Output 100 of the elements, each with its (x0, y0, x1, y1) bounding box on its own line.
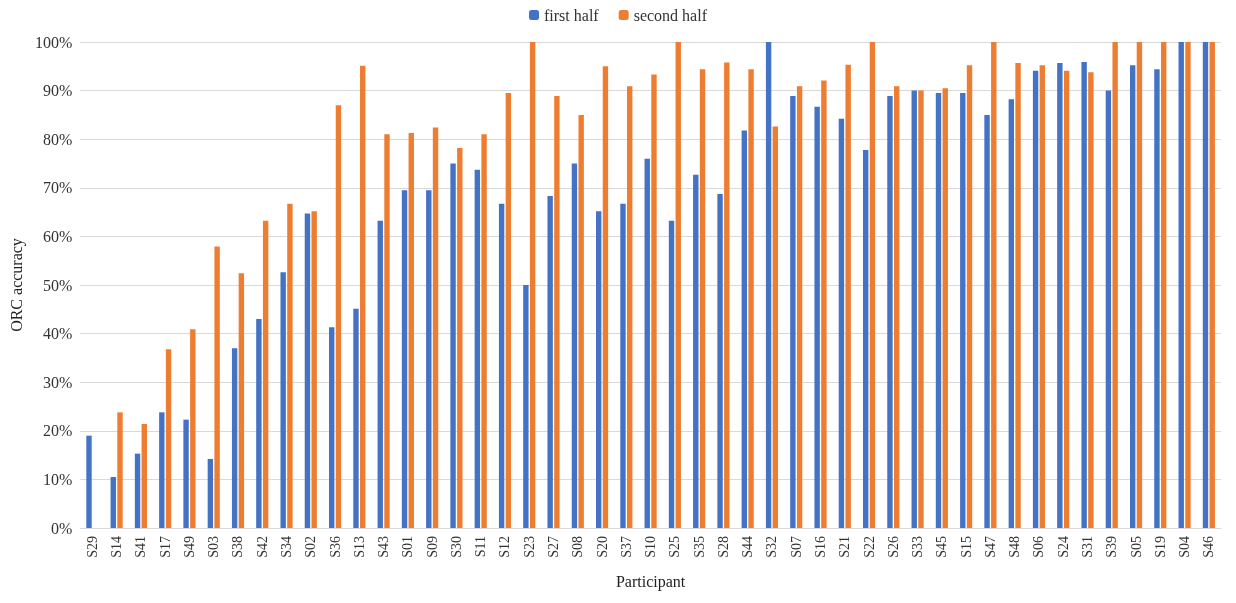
x-tick-label: S23 (521, 536, 537, 558)
x-tick-label: S46 (1201, 536, 1217, 558)
x-tick-label: S03 (206, 536, 222, 558)
x-tick-label: S38 (230, 536, 246, 558)
bar (960, 93, 966, 528)
x-axis-title: Participant (615, 572, 686, 591)
bar (1178, 42, 1184, 528)
bar (1136, 42, 1143, 528)
bar (505, 93, 512, 528)
x-tick-label: S49 (181, 536, 197, 558)
x-tick-label: S39 (1104, 536, 1120, 558)
bar (329, 327, 335, 528)
x-tick-label: S28 (715, 536, 731, 558)
bar (651, 74, 657, 528)
bar (887, 95, 893, 528)
x-tick-label: S04 (1177, 536, 1193, 558)
x-tick-label: S45 (934, 536, 950, 558)
x-tick-label: S36 (327, 536, 343, 558)
y-tick-label: 90% (42, 82, 73, 100)
x-tick-label: S34 (279, 536, 295, 558)
bar (207, 458, 214, 528)
bar (862, 149, 869, 528)
bar (165, 349, 172, 528)
x-tick-label: S11 (473, 536, 489, 558)
bar (523, 285, 529, 528)
y-tick-label: 20% (42, 422, 73, 440)
bar (141, 424, 147, 528)
bar (602, 66, 609, 528)
bar (675, 42, 681, 528)
bar (966, 65, 973, 528)
x-tick-label: S29 (84, 536, 100, 558)
bar (991, 42, 997, 528)
x-tick-label: S27 (546, 536, 562, 558)
bar (117, 412, 123, 528)
y-tick-label: 60% (42, 227, 73, 245)
bar (596, 211, 602, 528)
bar (238, 273, 245, 528)
bar (1112, 42, 1118, 528)
y-tick-label: 50% (42, 276, 73, 294)
bar (134, 453, 141, 528)
bar (110, 476, 116, 528)
bar (1129, 65, 1136, 528)
x-tick-label: S31 (1080, 536, 1096, 558)
bar (547, 196, 553, 528)
x-tick-label: S13 (351, 536, 367, 558)
bar (335, 105, 342, 528)
x-tick-label: S19 (1152, 536, 1168, 558)
bar (821, 80, 827, 528)
x-tick-label: S01 (400, 536, 416, 558)
x-tick-label: S24 (1055, 536, 1071, 558)
legend-label: second half (633, 6, 708, 24)
bar (1185, 42, 1191, 528)
bar (724, 62, 730, 528)
bar (159, 412, 165, 528)
bar (918, 90, 924, 528)
bar (1209, 42, 1215, 528)
x-tick-label: S09 (424, 536, 440, 558)
bar (741, 130, 748, 528)
bar (231, 348, 238, 528)
bar (86, 435, 92, 528)
bar (498, 203, 505, 528)
x-tick-label: S02 (303, 536, 319, 558)
bar (838, 118, 845, 528)
y-tick-label: 40% (42, 325, 73, 343)
y-tick-label: 100% (34, 33, 73, 51)
x-tick-label: S44 (740, 536, 756, 558)
bar (894, 86, 900, 528)
bar (578, 114, 584, 528)
bar (1081, 61, 1087, 528)
bar (262, 220, 269, 528)
x-tick-label: S07 (788, 536, 804, 558)
bar (481, 134, 487, 528)
bar (554, 95, 560, 528)
bar (1202, 42, 1209, 528)
bar (1063, 70, 1070, 528)
bar (935, 93, 942, 528)
bar (304, 213, 311, 528)
y-tick-label: 80% (42, 130, 73, 148)
bar (1088, 72, 1094, 528)
bar (401, 190, 408, 528)
x-tick-label: S10 (643, 536, 659, 558)
bar (1032, 70, 1039, 528)
bar (693, 174, 699, 528)
bar (571, 163, 578, 528)
x-tick-label: S21 (837, 536, 853, 558)
bar (287, 203, 293, 528)
bar (1057, 62, 1063, 528)
x-tick-label: S17 (157, 536, 173, 558)
bar (1160, 42, 1167, 528)
bar (529, 42, 536, 528)
x-tick-label: S08 (570, 536, 586, 558)
bar (717, 194, 723, 528)
bar (450, 163, 456, 528)
bar (214, 246, 220, 528)
bar (353, 308, 359, 528)
bar (457, 147, 463, 528)
bar (699, 69, 706, 528)
bar (748, 69, 754, 528)
bar (1015, 62, 1021, 528)
bar (384, 134, 390, 528)
